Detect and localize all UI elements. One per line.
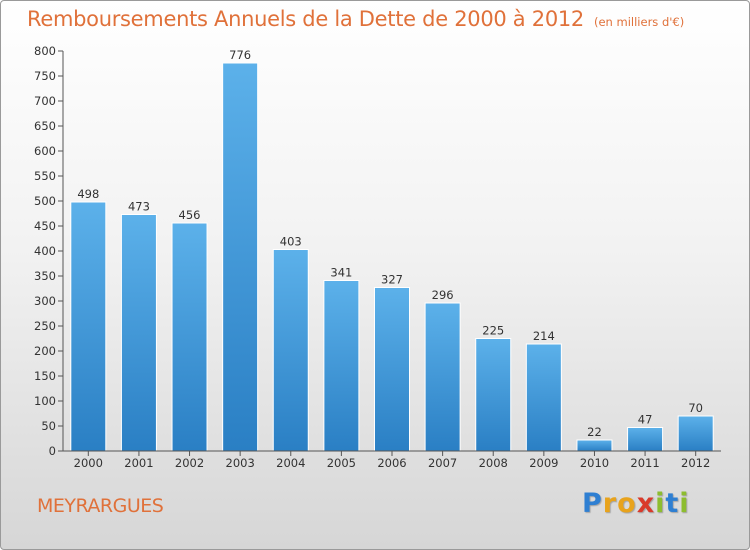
x-tick-label: 2009: [529, 456, 558, 470]
logo-letter: o: [617, 488, 637, 519]
chart-title: Remboursements Annuels de la Dette de 20…: [27, 7, 684, 31]
y-tick-label: 600: [34, 144, 56, 158]
y-tick-label: 400: [34, 244, 56, 258]
x-tick-label: 2000: [74, 456, 103, 470]
y-tick-label: 350: [34, 269, 56, 283]
city-name: MEYRARGUES: [37, 495, 164, 517]
x-tick-label: 2006: [377, 456, 406, 470]
bar: [677, 415, 714, 452]
bar: [525, 343, 562, 452]
y-tick-label: 450: [34, 219, 56, 233]
x-tick-label: 2008: [479, 456, 508, 470]
y-tick-label: 0: [49, 444, 56, 458]
bar: [222, 62, 259, 452]
bar: [323, 280, 360, 452]
bar-value-label: 456: [179, 208, 201, 222]
bar: [475, 338, 512, 452]
logo-letter: t: [665, 488, 680, 519]
x-tick-label: 2001: [124, 456, 153, 470]
y-tick-label: 150: [34, 369, 56, 383]
bar-value-label: 776: [229, 48, 251, 62]
x-tick-label: 2012: [681, 456, 710, 470]
y-tick-label: 300: [34, 294, 56, 308]
y-tick-label: 800: [34, 44, 56, 58]
bar: [120, 214, 157, 452]
logo-letter: P: [582, 488, 603, 519]
bar: [272, 249, 309, 452]
bar: [171, 222, 208, 452]
bar: [627, 427, 664, 452]
bar: [576, 439, 613, 452]
proxiti-logo: Proxiti: [582, 488, 690, 519]
bar-value-label: 225: [482, 324, 504, 338]
logo-letter: r: [602, 488, 618, 519]
x-tick-label: 2004: [276, 456, 305, 470]
bar-value-label: 47: [638, 413, 653, 427]
x-tick-label: 2005: [327, 456, 356, 470]
bar-value-label: 327: [381, 273, 403, 287]
bar-value-label: 341: [330, 266, 352, 280]
y-tick-label: 200: [34, 344, 56, 358]
bar: [374, 287, 410, 452]
x-tick-label: 2007: [428, 456, 457, 470]
y-tick-label: 750: [34, 69, 56, 83]
x-tick-label: 2002: [175, 456, 204, 470]
y-tick-label: 250: [34, 319, 56, 333]
y-tick-label: 550: [34, 169, 56, 183]
chart-title-text: Remboursements Annuels de la Dette de 20…: [27, 7, 584, 31]
y-tick-label: 650: [34, 119, 56, 133]
bar-value-label: 22: [587, 425, 602, 439]
logo-letter: x: [636, 488, 656, 519]
bar-value-label: 498: [77, 187, 99, 201]
bar-value-label: 296: [432, 288, 454, 302]
chart-subtitle: (en milliers d'€): [594, 15, 685, 29]
bar-value-label: 403: [280, 235, 302, 249]
bar: [424, 302, 461, 452]
y-tick-label: 50: [41, 419, 56, 433]
logo-letter: i: [655, 488, 666, 519]
bar-value-label: 214: [533, 329, 555, 343]
bar: [70, 201, 107, 452]
x-tick-label: 2010: [580, 456, 609, 470]
y-tick-label: 100: [34, 394, 56, 408]
y-tick-label: 500: [34, 194, 56, 208]
bar-value-label: 473: [128, 200, 150, 214]
bar-value-label: 70: [688, 401, 703, 415]
logo-letter: i: [679, 488, 690, 519]
y-tick-label: 700: [34, 94, 56, 108]
x-tick-label: 2011: [630, 456, 659, 470]
x-tick-label: 2003: [226, 456, 255, 470]
